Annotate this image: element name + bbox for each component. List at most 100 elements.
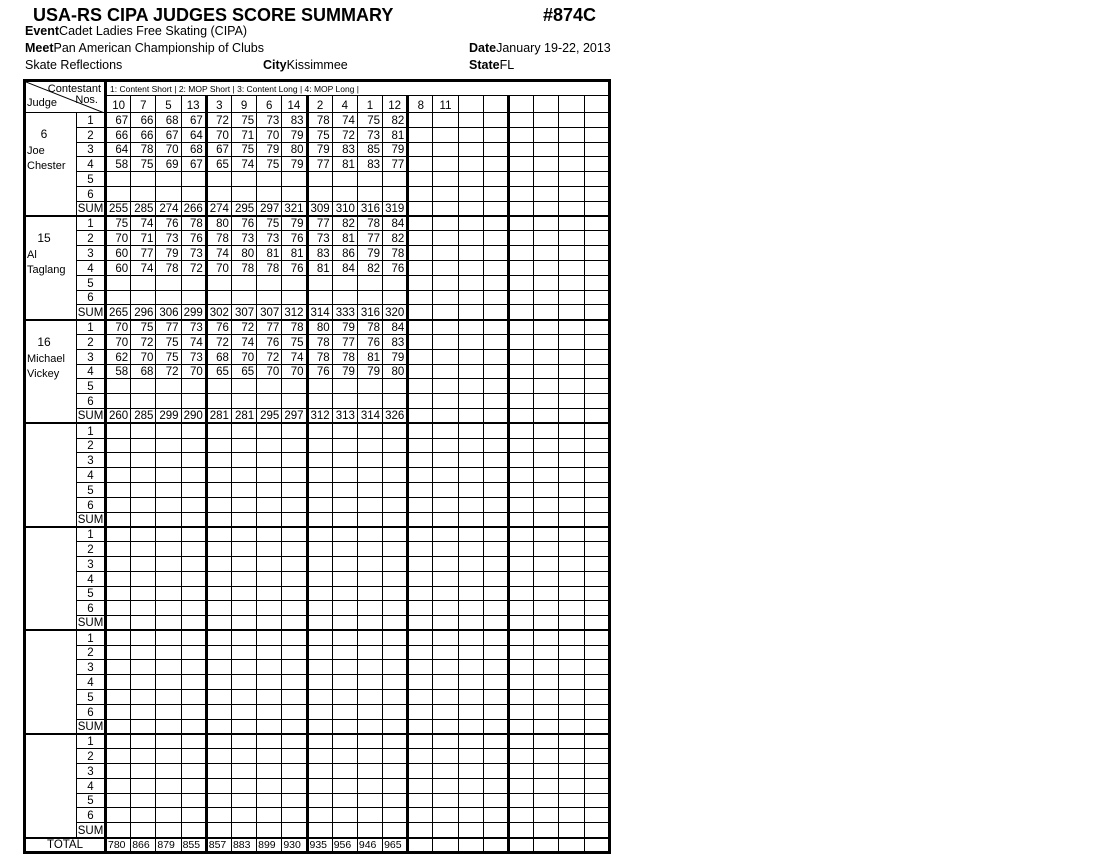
city-value: Kissimmee — [286, 58, 348, 72]
score-cell — [103, 526, 132, 543]
score-cell — [533, 112, 560, 128]
score-cell — [305, 496, 333, 513]
score-cell: 62 — [103, 348, 132, 365]
score-cell — [583, 807, 612, 824]
row-label: SUM — [76, 304, 106, 321]
score-cell — [230, 555, 258, 572]
score-cell — [382, 689, 409, 705]
score-cell — [103, 777, 132, 794]
score-cell — [506, 230, 535, 247]
score-cell — [533, 141, 560, 158]
row-label: 4 — [76, 156, 106, 173]
score-cell: 80 — [281, 141, 308, 158]
score-cell — [457, 319, 484, 335]
score-cell — [482, 363, 510, 380]
table-row: 1 — [23, 629, 612, 735]
score-cell: 75 — [256, 215, 283, 232]
table-row: 4 58 75 69 67 65 74 75 79 77 81 83 77 — [25, 156, 612, 173]
score-cell — [180, 526, 207, 543]
score-cell — [382, 733, 409, 750]
contestant-number: 14 — [281, 95, 308, 113]
score-cell — [432, 126, 459, 143]
score-cell — [583, 141, 612, 158]
score-cell — [256, 585, 283, 602]
score-cell — [583, 171, 612, 187]
score-cell — [204, 378, 232, 395]
judge-cell — [23, 629, 77, 735]
score-cell — [155, 541, 182, 557]
score-cell — [457, 763, 484, 779]
score-cell — [130, 541, 157, 557]
sum-cell — [155, 615, 182, 631]
score-cell — [558, 481, 585, 498]
score-cell — [406, 274, 434, 291]
score-cell — [230, 629, 258, 646]
score-cell — [103, 378, 132, 395]
score-cell — [506, 437, 535, 454]
score-table: Contestant Nos. Judge 1: Content Short | 2:… — [23, 79, 612, 854]
table-row: 3 — [25, 659, 612, 676]
score-cell — [583, 393, 612, 409]
table-row: 3 60 77 79 73 74 80 81 81 83 86 79 78 — [25, 245, 612, 261]
score-cell — [482, 348, 510, 365]
row-label: 4 — [76, 259, 106, 276]
score-cell — [256, 289, 283, 306]
score-cell — [331, 437, 358, 454]
score-cell — [305, 703, 333, 720]
score-cell — [180, 570, 207, 587]
score-cell — [103, 644, 132, 661]
sum-cell: 266 — [180, 200, 207, 217]
score-cell: 74 — [230, 156, 258, 173]
sum-cell — [506, 200, 535, 217]
table-row: SUM — [25, 615, 612, 631]
sum-cell — [382, 511, 409, 528]
score-cell — [281, 437, 308, 454]
score-cell — [406, 452, 434, 469]
score-cell — [506, 215, 535, 232]
date-line: DateJanuary 19-22, 2013 — [469, 41, 611, 55]
score-cell: 67 — [180, 156, 207, 173]
score-cell — [432, 496, 459, 513]
sum-cell — [356, 822, 384, 839]
event-value: Cadet Ladies Free Skating (CIPA) — [59, 24, 248, 38]
table-row: 3 — [25, 763, 612, 779]
score-cell — [230, 171, 258, 187]
score-cell — [305, 585, 333, 602]
score-cell — [256, 644, 283, 661]
score-cell — [281, 763, 308, 779]
sum-cell — [130, 511, 157, 528]
score-cell: 81 — [331, 230, 358, 247]
score-cell — [558, 319, 585, 335]
score-cell — [558, 585, 585, 602]
table-row: 6 — [25, 289, 612, 306]
score-cell — [406, 659, 434, 676]
score-cell — [558, 792, 585, 809]
score-cell — [432, 807, 459, 824]
sum-cell — [230, 718, 258, 735]
score-cell — [331, 570, 358, 587]
score-cell — [457, 467, 484, 483]
score-cell — [356, 807, 384, 824]
score-cell — [533, 703, 560, 720]
score-cell — [482, 126, 510, 143]
score-cell — [230, 689, 258, 705]
score-cell — [558, 156, 585, 173]
score-cell — [204, 763, 232, 779]
score-cell — [506, 393, 535, 409]
score-cell — [533, 378, 560, 395]
score-cell — [583, 703, 612, 720]
score-cell: 78 — [305, 112, 333, 128]
score-cell — [406, 171, 434, 187]
score-cell — [558, 807, 585, 824]
score-cell — [305, 570, 333, 587]
score-cell — [432, 792, 459, 809]
score-cell — [382, 644, 409, 661]
score-cell — [103, 703, 132, 720]
score-cell — [204, 437, 232, 454]
table-row: 15 Al Taglang 1 75 74 76 78 80 76 75 79 77 82 78 84 — [23, 215, 612, 321]
score-cell — [506, 378, 535, 395]
score-cell — [482, 585, 510, 602]
sum-cell: 320 — [382, 304, 409, 321]
score-cell — [180, 807, 207, 824]
sum-cell — [482, 200, 510, 217]
